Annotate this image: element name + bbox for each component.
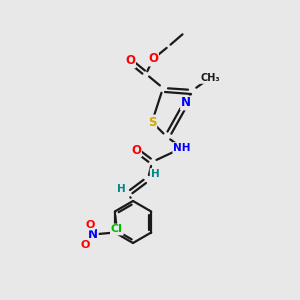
Text: Cl: Cl [111,224,123,235]
Text: O: O [80,239,89,250]
Text: H: H [151,169,159,179]
Text: H: H [117,184,125,194]
Text: O: O [125,55,135,68]
Text: O: O [85,220,94,230]
Text: NH: NH [173,143,191,153]
Text: O: O [131,143,141,157]
Text: N: N [88,228,98,241]
Text: S: S [148,116,156,128]
Text: N: N [181,97,191,110]
Text: O: O [148,52,158,65]
Text: CH₃: CH₃ [200,73,220,83]
